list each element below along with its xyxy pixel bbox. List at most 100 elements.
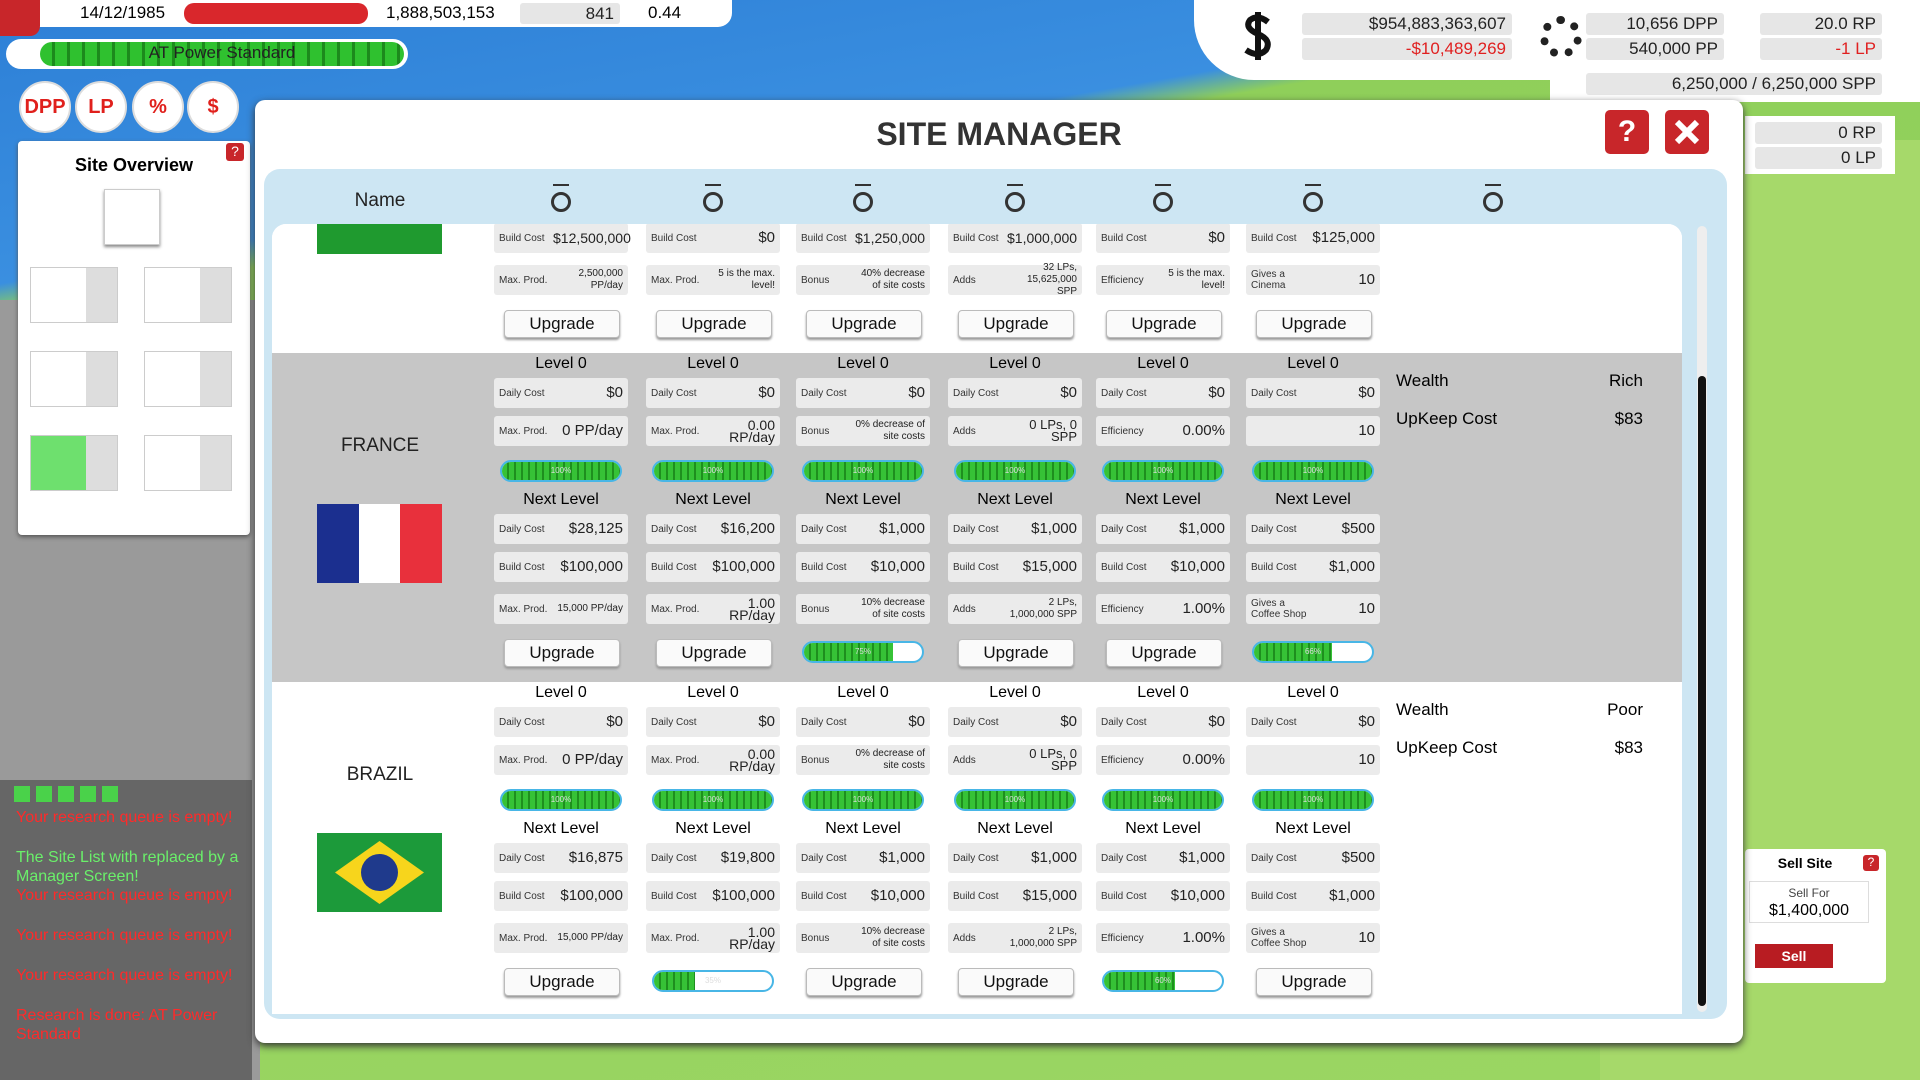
- workers-button[interactable]: [30, 267, 118, 323]
- wealth-label: Wealth: [1396, 700, 1449, 719]
- upgrade-button[interactable]: Upgrade: [504, 310, 620, 338]
- sell-price: $1,400,000: [1768, 902, 1850, 919]
- upgrade-button[interactable]: Upgrade: [656, 310, 772, 338]
- production-button[interactable]: [144, 267, 232, 323]
- upgrade-button[interactable]: Upgrade: [656, 639, 772, 667]
- icon-glyph: [1005, 192, 1025, 212]
- progress-label: 75%: [854, 647, 871, 656]
- stat-label: Adds: [953, 932, 976, 944]
- stat-value: $1,000: [1031, 520, 1077, 537]
- stat-label: Daily Cost: [1101, 523, 1147, 535]
- log-filters[interactable]: [14, 786, 120, 802]
- upgrade-button[interactable]: Upgrade: [958, 310, 1074, 338]
- site-row: FRANCE Wealth Rich UpKeep Cost $83 Level 0 Dai…: [272, 353, 1682, 682]
- scrollbar-thumb[interactable]: [1698, 376, 1706, 1006]
- stat-cell: Build Cost $1,000: [1246, 881, 1380, 911]
- stat-cell: Build Cost $15,000: [948, 881, 1082, 911]
- stat-cell: Daily Cost $500: [1246, 843, 1380, 873]
- icon-dash: [1485, 184, 1501, 186]
- stat-value: 32 LPs, 15,625,000 SPP: [1026, 262, 1077, 297]
- stat-value: $1,000: [1031, 849, 1077, 866]
- scrollbar-track[interactable]: [1697, 226, 1707, 1012]
- stat-value: $15,000: [1022, 887, 1077, 904]
- top-bar: 14/12/1985 1,888,503,153 841 0.44: [0, 0, 732, 36]
- stat-label: Max. Prod.: [499, 603, 548, 615]
- level: Level 0: [1287, 355, 1339, 372]
- sell-button[interactable]: Sell: [1755, 944, 1833, 968]
- level: Level 0: [535, 684, 587, 701]
- upgrade-button[interactable]: Upgrade: [1256, 968, 1372, 996]
- quick-button[interactable]: DPP: [19, 81, 71, 133]
- upgrade-button[interactable]: Upgrade: [958, 639, 1074, 667]
- stat-value: $16,200: [720, 520, 775, 537]
- build-button[interactable]: [104, 189, 160, 245]
- upgrade-button[interactable]: Upgrade: [1256, 310, 1372, 338]
- research-bar[interactable]: AT Power Standard: [6, 39, 408, 69]
- stat-label: Adds: [953, 274, 976, 286]
- stat-value: $10,000: [1170, 558, 1225, 575]
- progress-label: 35%: [704, 976, 721, 985]
- stat-cell: Adds 32 LPs, 15,625,000 SPP: [948, 262, 1082, 297]
- speed-controls[interactable]: [184, 3, 368, 24]
- column-icon: [1149, 184, 1177, 214]
- next-level: Next Level: [675, 820, 751, 837]
- close-button[interactable]: [1665, 110, 1709, 154]
- stat-cell: Build Cost $1,000,000: [948, 224, 1082, 253]
- stat-cell: Daily Cost $0: [948, 707, 1082, 737]
- stat-label: Daily Cost: [953, 852, 999, 864]
- upgrade-button[interactable]: Upgrade: [1106, 639, 1222, 667]
- stat-label: Build Cost: [953, 561, 999, 573]
- stat-value: $10,000: [870, 558, 925, 575]
- pp: 540,000 PP: [1586, 38, 1724, 60]
- progress-fill: [1254, 643, 1332, 661]
- stat-value: $1,000: [1179, 849, 1225, 866]
- stat-value: $1,000,000: [1007, 230, 1078, 246]
- research-button[interactable]: [30, 351, 118, 407]
- stat-label: Daily Cost: [651, 523, 697, 535]
- upgrade-button[interactable]: Upgrade: [1106, 310, 1222, 338]
- help-button[interactable]: ?: [226, 143, 244, 161]
- quick-button[interactable]: $: [187, 81, 239, 133]
- upgrade-button[interactable]: Upgrade: [504, 639, 620, 667]
- sell-site-panel: Sell Site ? Sell For $1,400,000 Sell: [1745, 849, 1886, 983]
- column-icon: [547, 184, 575, 214]
- stat-cell: Adds 0 LPs, 0 SPP: [948, 416, 1082, 446]
- happiness-button[interactable]: [144, 435, 232, 491]
- tv-button[interactable]: [144, 351, 232, 407]
- stat-label: Build Cost: [651, 890, 697, 902]
- settings-button[interactable]: [0, 0, 40, 36]
- logistics-button[interactable]: [30, 435, 118, 491]
- stat-value: $0: [758, 713, 775, 730]
- stat-label: Daily Cost: [801, 523, 847, 535]
- progress-fill: [804, 791, 922, 809]
- stat-value: $0: [1358, 713, 1375, 730]
- upgrade-button[interactable]: Upgrade: [806, 968, 922, 996]
- stat-label: Daily Cost: [499, 716, 545, 728]
- help-button[interactable]: ?: [1863, 855, 1879, 871]
- progress-fill: [804, 462, 922, 480]
- quick-button[interactable]: LP: [75, 81, 127, 133]
- flag-globe: [361, 854, 398, 891]
- help-button[interactable]: ?: [1605, 110, 1649, 154]
- stat-label: Efficiency: [1101, 274, 1144, 286]
- upgrade-button[interactable]: Upgrade: [504, 968, 620, 996]
- stat-value: $0: [1208, 384, 1225, 401]
- stat-value: $100,000: [560, 558, 623, 575]
- money-icon: [1238, 8, 1278, 64]
- stat-cell: Build Cost $100,000: [494, 552, 628, 582]
- stat-cell: Daily Cost $1,000: [796, 843, 930, 873]
- upgrade-button[interactable]: Upgrade: [806, 310, 922, 338]
- stat-value: $0: [606, 384, 623, 401]
- stat-cell: Build Cost $100,000: [646, 881, 780, 911]
- icon-dash: [855, 184, 871, 186]
- stat-value: 0.00%: [1182, 751, 1225, 768]
- upgrade-button[interactable]: Upgrade: [958, 968, 1074, 996]
- stat-cell: Daily Cost $1,000: [1096, 514, 1230, 544]
- stat-label: Bonus: [801, 425, 830, 437]
- quick-button[interactable]: %: [132, 81, 184, 133]
- close-icon: [1674, 119, 1700, 145]
- messages: Your research queue is empty! The Site Li…: [16, 808, 252, 1065]
- stat-value: $0: [1358, 384, 1375, 401]
- message: Your research queue is empty!: [16, 967, 233, 984]
- stat-value: $0: [758, 229, 775, 246]
